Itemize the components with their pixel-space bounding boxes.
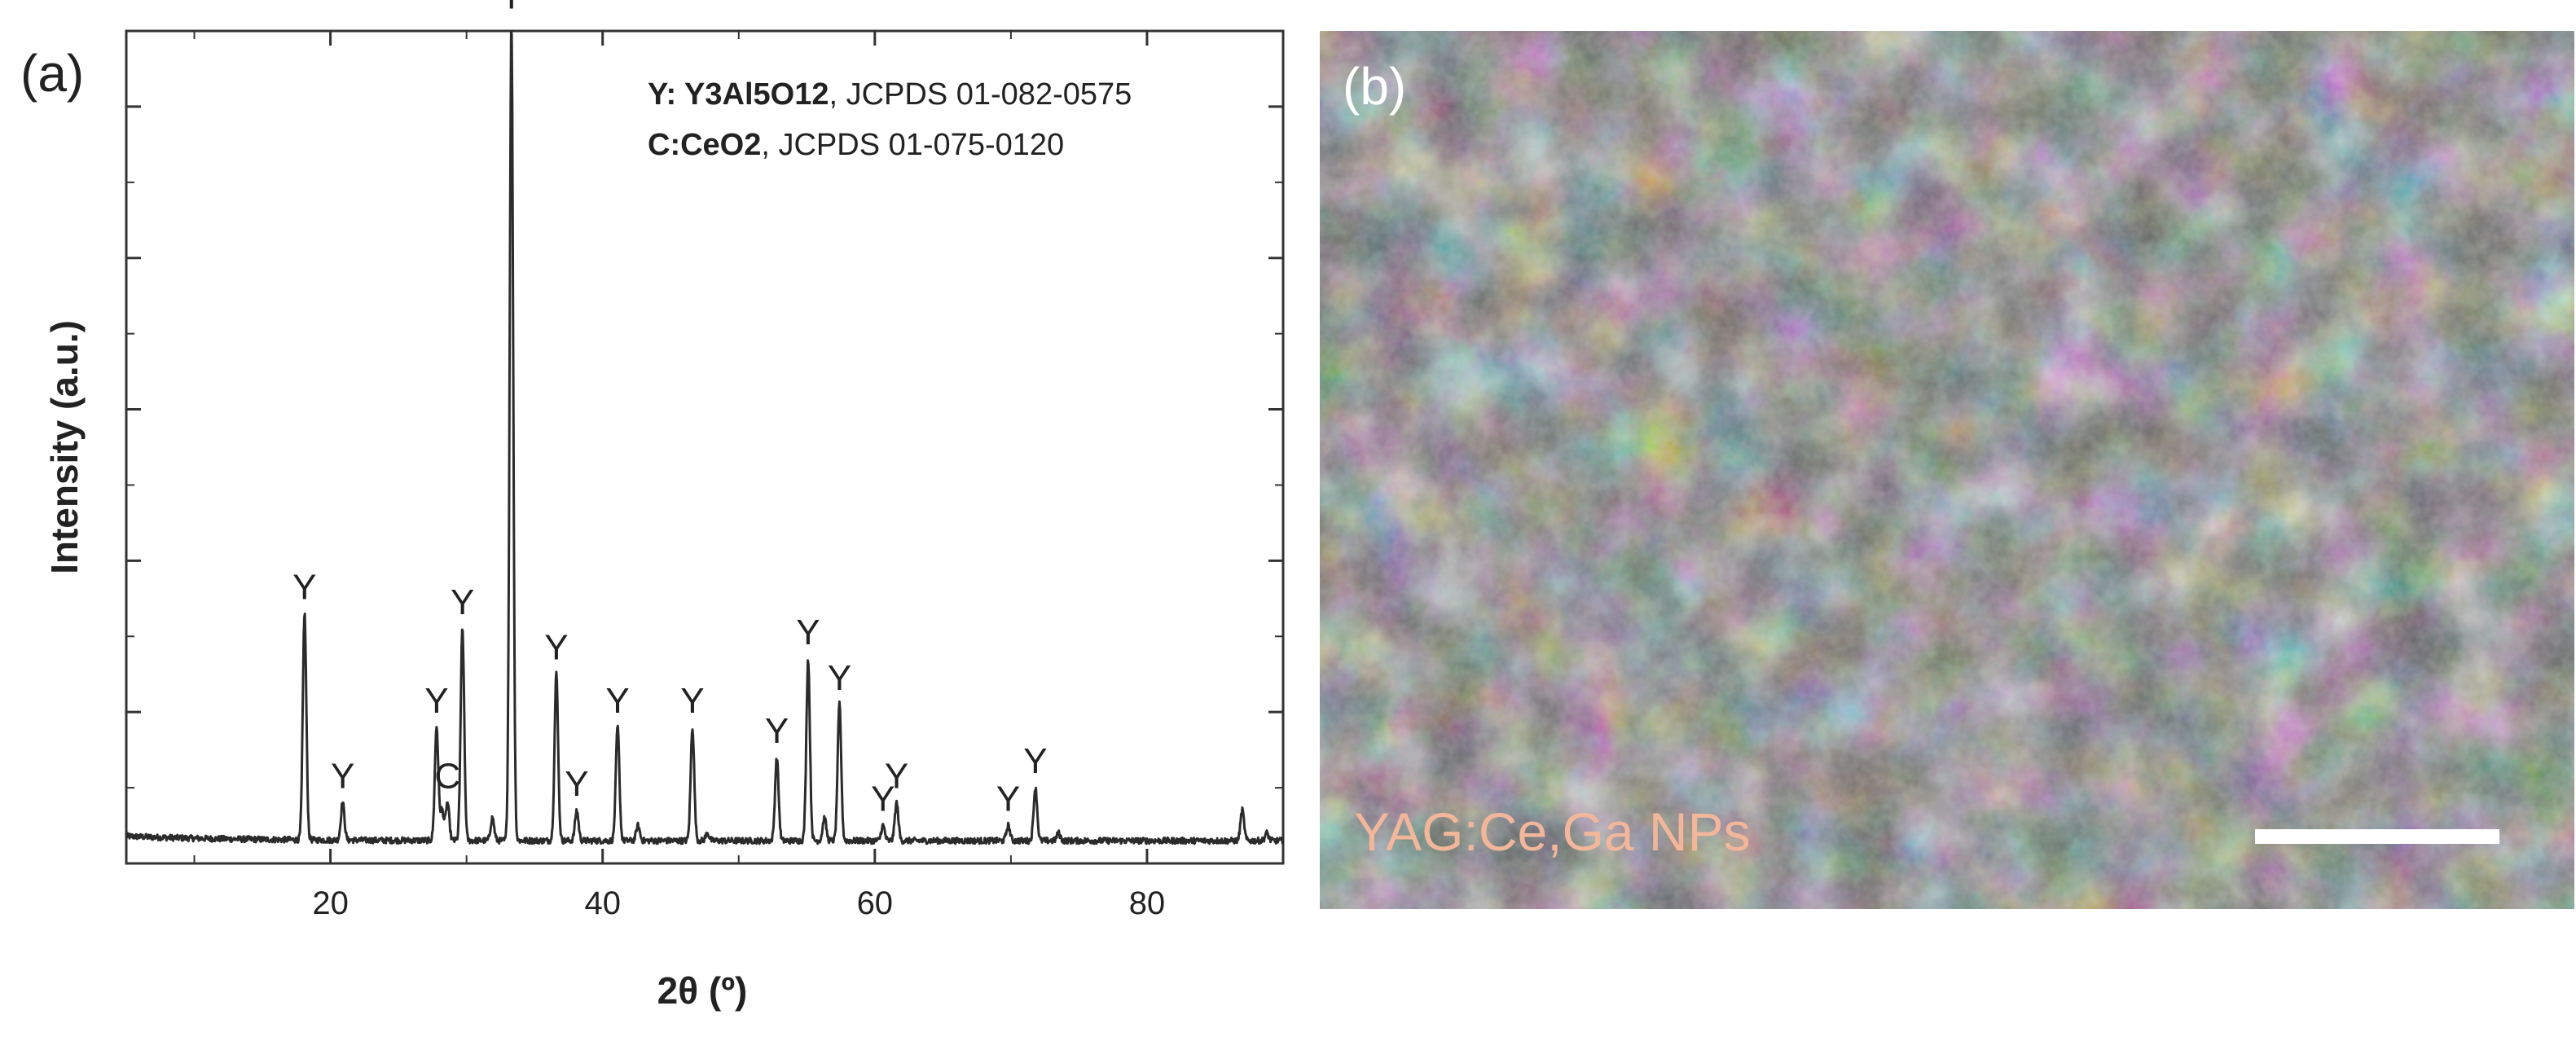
peak-label: Y — [796, 613, 820, 652]
peak-label: Y — [499, 0, 523, 17]
major-ticks — [329, 31, 1149, 863]
x-tick-label: 40 — [584, 885, 621, 921]
legend-line-1: Y: Y3Al5O12, JCPDS 01-082-0575 — [648, 77, 1132, 112]
peak-label: Y — [544, 628, 568, 668]
x-tick-label: 60 — [857, 885, 894, 921]
sem-caption: YAG:Ce,Ga NPs — [1354, 802, 1751, 862]
scale-bar — [2255, 829, 2499, 844]
tick-labels: 20 40 60 80 — [312, 885, 1165, 921]
legend-line-2: C:CeO2, JCPDS 01-075-0120 — [648, 128, 1064, 162]
peak-label: Y — [996, 780, 1020, 819]
peak-label: Y — [292, 567, 316, 607]
peak-label: Y — [424, 681, 448, 721]
x-tick-label: 20 — [312, 885, 349, 921]
peak-label: C — [434, 757, 460, 797]
peak-label: Y — [871, 780, 895, 819]
x-axis-label: 2θ (º) — [657, 969, 748, 1012]
panel-a-label: (a) — [20, 44, 84, 103]
minor-ticks — [126, 31, 1284, 863]
xrd-pattern-line — [125, 29, 1284, 846]
x-tick-label: 80 — [1129, 885, 1166, 921]
peak-label: Y — [451, 582, 474, 622]
peak-label: Y — [565, 764, 588, 804]
peak-label: Y — [680, 681, 704, 721]
y-axis-label: Intensity (a.u.) — [43, 320, 86, 574]
peak-label: Y — [828, 658, 851, 698]
peak-label: Y — [331, 757, 354, 797]
peak-label: Y — [1023, 741, 1047, 781]
peak-label: Y — [885, 757, 908, 797]
legend-1-rest: , JCPDS 01-082-0575 — [829, 77, 1132, 112]
legend-2-bold: C:CeO2 — [648, 128, 761, 162]
peak-label: Y — [605, 681, 629, 721]
peak-label: Y — [765, 711, 789, 751]
sem-micrograph: (b) YAG:Ce,Ga NPs — [1320, 31, 2574, 909]
plot-frame — [125, 29, 1285, 865]
legend-1-bold: Y: Y3Al5O12 — [648, 77, 829, 112]
legend-2-rest: , JCPDS 01-075-0120 — [761, 128, 1064, 162]
panel-b-label: (b) — [1343, 57, 1406, 116]
